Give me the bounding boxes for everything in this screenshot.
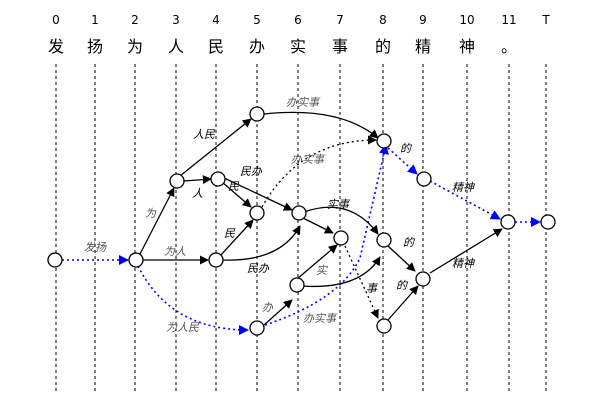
node (250, 206, 264, 220)
lattice-nodes (48, 107, 555, 335)
node (292, 206, 306, 220)
node (417, 172, 431, 186)
node (129, 253, 143, 267)
position-label: 8 (379, 13, 387, 27)
character-header: 发 扬 为 人 民 办 实 事 的 精 神 。 (48, 37, 517, 56)
edge-label: 实事 (327, 198, 351, 211)
character-label: 精 (415, 37, 431, 56)
edge-label: 民办 (240, 165, 263, 178)
position-label: 9 (419, 13, 427, 27)
character-label: 扬 (87, 37, 103, 56)
node (541, 215, 555, 229)
position-label: 1 (91, 13, 99, 27)
position-label: 4 (212, 13, 220, 27)
character-label: 的 (375, 37, 391, 56)
lattice-edges (62, 112, 540, 330)
character-label: 。 (501, 37, 517, 56)
character-label: 办 (249, 37, 265, 56)
edge-label: 办实事 (291, 153, 326, 166)
position-label: 2 (131, 13, 139, 27)
edge-best-path (265, 145, 386, 325)
character-label: 人 (168, 37, 184, 56)
position-header: 0 1 2 3 4 5 6 7 8 9 10 11 T (52, 13, 550, 27)
position-label: 0 (52, 13, 60, 27)
position-label: 3 (172, 13, 180, 27)
position-label: 7 (336, 13, 344, 27)
edge-label: 人 (192, 187, 203, 200)
edge (303, 218, 333, 233)
position-label: 10 (459, 13, 474, 27)
node (377, 319, 391, 333)
edge (304, 207, 378, 234)
position-label: 5 (253, 13, 261, 27)
edge-label: 事 (366, 282, 379, 295)
character-label: 实 (290, 37, 306, 56)
node (290, 278, 304, 292)
position-label: 11 (501, 13, 516, 27)
character-label: 发 (48, 37, 64, 56)
node (48, 253, 62, 267)
edge-label: 的 (396, 279, 409, 292)
node (501, 215, 515, 229)
position-label: T (541, 13, 550, 27)
edge-label: 办实事 (303, 312, 338, 325)
edge-label: 发扬 (84, 241, 107, 254)
edge-label: 的 (403, 236, 416, 249)
character-label: 神 (459, 37, 475, 56)
character-label: 事 (332, 37, 348, 56)
node (211, 172, 225, 186)
edge-labels: 发扬 为 为人 为人民 人民 人 民 民 民办 民办 办实事 办实事 办实事 办… (84, 96, 476, 334)
edge (388, 246, 415, 271)
edge-label: 精神 (452, 257, 476, 270)
character-label: 为 (127, 37, 143, 56)
node (377, 233, 391, 247)
edge-label: 精神 (452, 181, 476, 194)
edge-label: 为 (145, 207, 157, 220)
node (170, 174, 184, 188)
edge-label: 民 (224, 227, 236, 240)
edge-label: 办 (262, 301, 274, 314)
edge-label: 民 (228, 180, 240, 193)
edge (184, 179, 211, 181)
position-label: 6 (294, 13, 302, 27)
node (250, 107, 264, 121)
node (334, 231, 348, 245)
edge-label: 的 (400, 142, 413, 155)
node (416, 272, 430, 286)
node (250, 321, 264, 335)
edge-label: 民办 (247, 262, 270, 275)
guide-lines (56, 64, 546, 392)
edge-label: 为人民 (166, 321, 200, 334)
edge-dotted (262, 140, 376, 207)
node (377, 134, 391, 148)
edge (264, 112, 378, 138)
edge-label: 实 (316, 264, 329, 277)
character-label: 民 (208, 37, 224, 56)
edge-label: 人民 (193, 128, 216, 141)
edge-label: 办实事 (286, 96, 321, 109)
node (209, 253, 223, 267)
edge-label: 为人 (164, 245, 186, 258)
